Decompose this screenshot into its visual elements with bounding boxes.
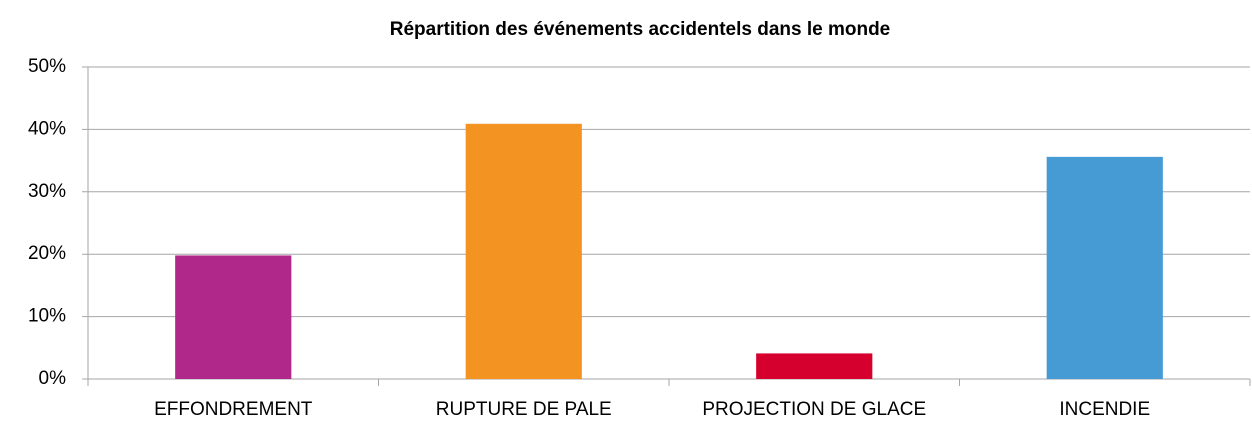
y-tick-label: 50% [28, 56, 66, 77]
chart-title: Répartition des événements accidentels d… [390, 19, 891, 40]
bar [175, 255, 292, 379]
y-tick-label: 40% [28, 118, 66, 139]
bar [1046, 156, 1163, 379]
bar [465, 123, 582, 379]
y-tick-label: 20% [28, 243, 66, 264]
bar [756, 353, 873, 379]
x-tick-label: PROJECTION DE GLACE [702, 399, 926, 420]
x-tick-label: INCENDIE [1059, 399, 1150, 420]
y-tick-label: 10% [28, 306, 66, 327]
y-tick-label: 30% [28, 181, 66, 202]
x-tick-label: EFFONDREMENT [154, 399, 313, 420]
x-tick-label: RUPTURE DE PALE [436, 399, 612, 420]
y-tick-label: 0% [39, 368, 67, 389]
